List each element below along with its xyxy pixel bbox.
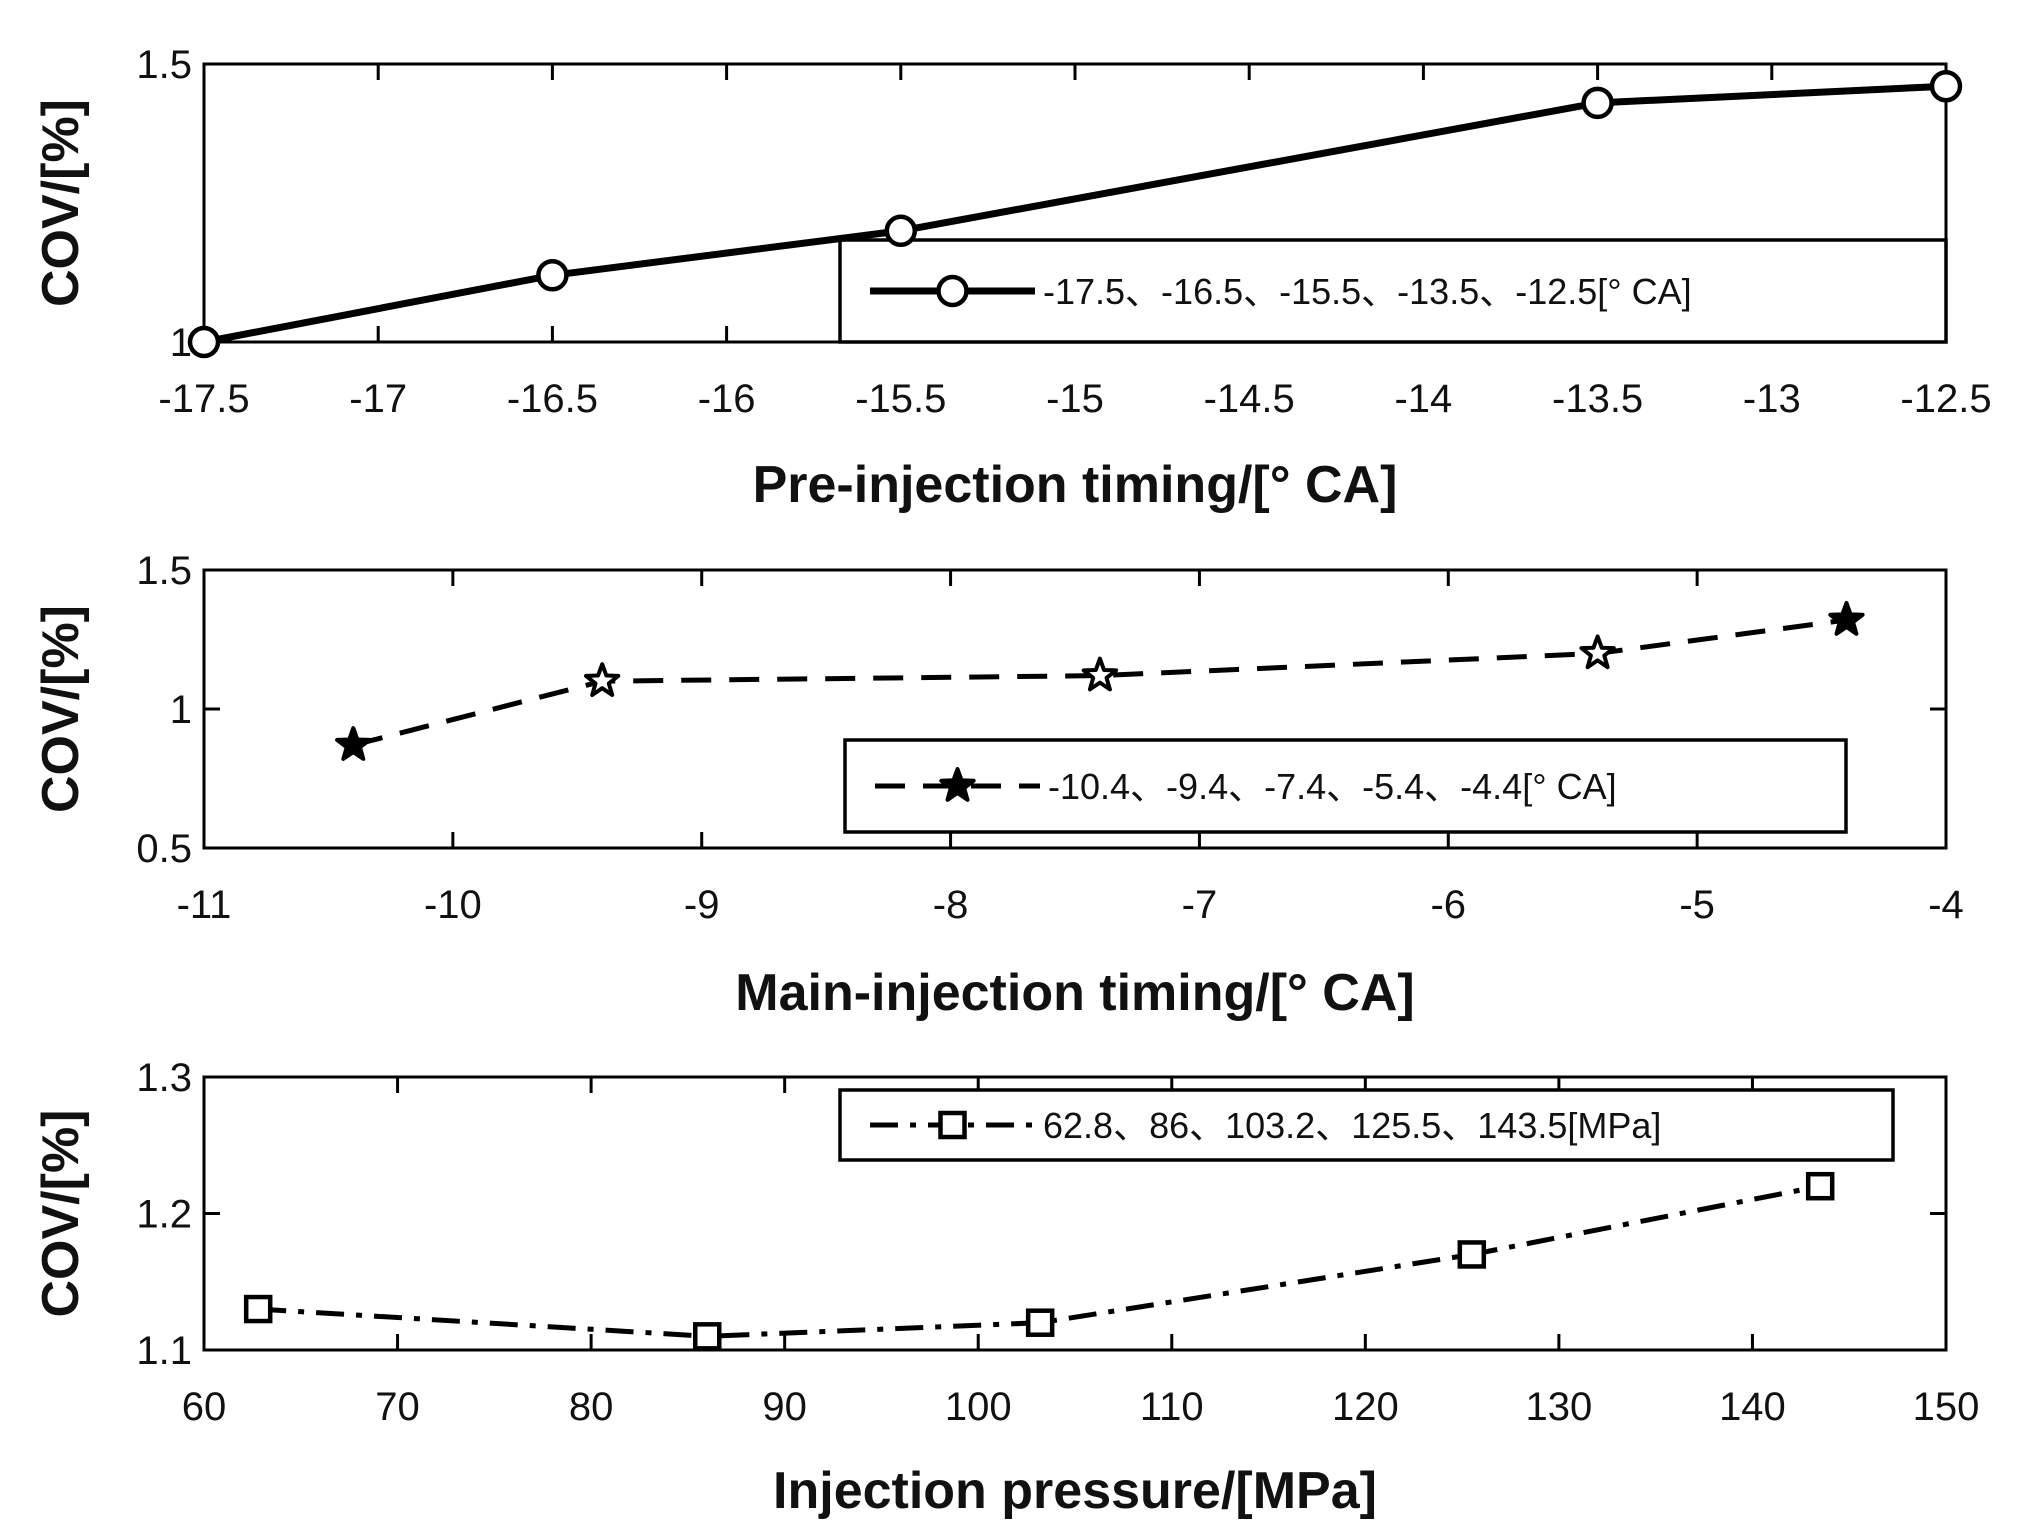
chart-panel-2: -11 -10 -9 -8 -7 -6 -5 -4 0.5 1 1.5 Main-injection … <box>32 549 1964 1022</box>
x-tick-label: 140 <box>1719 1385 1786 1429</box>
data-point <box>692 1322 722 1351</box>
x-tick-label: 100 <box>945 1385 1012 1429</box>
x-tick-label: -13.5 <box>1552 377 1643 421</box>
x-tick-label: -13 <box>1743 377 1801 421</box>
y-tick-label: 1 <box>170 321 192 365</box>
series-1 <box>243 1171 1835 1351</box>
x-tick-label: 120 <box>1332 1385 1399 1429</box>
legend-label: 62.8、86、103.2、125.5、143.5[MPa] <box>1043 1105 1661 1146</box>
legend-marker <box>939 767 976 802</box>
data-point <box>1579 634 1616 670</box>
x-tick-label: -5 <box>1679 883 1715 927</box>
legend: -17.5、-16.5、-15.5、-13.5、-12.5[° CA] <box>838 238 1948 344</box>
legend-label: -17.5、-16.5、-15.5、-13.5、-12.5[° CA] <box>1043 271 1692 312</box>
x-tick-label: -14 <box>1394 377 1452 421</box>
x-tick-label: -10 <box>424 883 482 927</box>
series-line <box>352 617 1847 748</box>
y-axis-title: COV/[%] <box>32 99 90 307</box>
data-point <box>884 214 918 248</box>
legend-marker <box>938 1110 967 1140</box>
x-tick-label: 90 <box>762 1385 807 1429</box>
legend: 62.8、86、103.2、125.5、143.5[MPa] <box>838 1088 1895 1162</box>
x-tick-label: 70 <box>375 1385 420 1429</box>
x-tick-label: -17 <box>349 377 407 421</box>
data-point <box>536 259 569 292</box>
legend: -10.4、-9.4、-7.4、-5.4、-4.4[° CA] <box>843 738 1848 834</box>
data-point <box>584 662 621 697</box>
legend-marker <box>936 274 969 308</box>
x-tick-label: -17.5 <box>158 377 249 421</box>
chart-panel-3: 60 70 80 90 100 110 120 130 140 150 1.1 1.2 1.3 Injec… <box>32 1056 1979 1520</box>
data-point <box>1081 656 1119 692</box>
x-tick-label: -12.5 <box>1900 377 1991 421</box>
legend-box <box>838 1088 1895 1162</box>
x-tick-label: -16.5 <box>507 377 598 421</box>
data-point <box>1457 1240 1487 1269</box>
series-1 <box>335 601 1865 761</box>
x-tick-label: -8 <box>933 883 969 927</box>
data-point <box>1929 69 1963 103</box>
x-axis-title: Pre-injection timing/[° CA] <box>753 456 1398 514</box>
y-axis-title: COV/[%] <box>32 605 90 813</box>
x-tick-label: -9 <box>684 883 720 927</box>
y-tick-label: 1.3 <box>136 1056 192 1100</box>
data-point <box>187 325 221 359</box>
chart-panel-1: -17.5 -17 -16.5 -16 -15.5 -15 -14.5 -14 -13.5 -13… <box>32 43 1992 514</box>
x-tick-label: -14.5 <box>1204 377 1295 421</box>
y-tick-label: 1.5 <box>136 549 192 593</box>
x-tick-label: 60 <box>182 1385 227 1429</box>
legend-box <box>843 738 1848 834</box>
y-tick-label: 0.5 <box>136 827 192 871</box>
x-tick-label: -6 <box>1430 883 1466 927</box>
x-tick-label: -7 <box>1182 883 1218 927</box>
series-1 <box>187 69 1963 359</box>
y-tick-label: 1.1 <box>136 1329 192 1373</box>
x-tick-label: -15.5 <box>855 377 946 421</box>
x-axis-title: Injection pressure/[MPa] <box>773 1462 1377 1520</box>
data-point <box>243 1294 273 1324</box>
x-tick-label: -4 <box>1928 883 1964 927</box>
x-tick-label: 150 <box>1913 1385 1980 1429</box>
data-point <box>1805 1171 1835 1201</box>
data-point <box>1581 86 1614 120</box>
y-tick-label: 1 <box>170 688 192 732</box>
x-tick-label: 130 <box>1526 1385 1593 1429</box>
x-tick-label: -11 <box>177 883 232 927</box>
x-tick-label: -15 <box>1046 377 1104 421</box>
data-point <box>1025 1308 1055 1337</box>
series-line <box>258 1183 1821 1339</box>
x-axis-title: Main-injection timing/[° CA] <box>735 964 1414 1022</box>
x-tick-label: -16 <box>698 377 756 421</box>
legend-label: -10.4、-9.4、-7.4、-5.4、-4.4[° CA] <box>1048 766 1617 807</box>
y-axis-title: COV/[%] <box>32 1110 90 1318</box>
x-tick-label: 110 <box>1140 1385 1204 1429</box>
y-tick-label: 1.5 <box>136 43 192 87</box>
y-tick-label: 1.2 <box>136 1193 192 1237</box>
data-point <box>1828 601 1865 636</box>
x-tick-label: 80 <box>569 1385 614 1429</box>
data-point <box>335 726 372 761</box>
